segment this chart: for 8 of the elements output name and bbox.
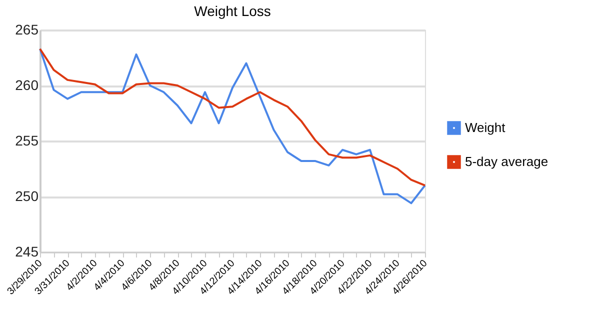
chart-title: Weight Loss	[194, 3, 271, 19]
y-tick-label: 250	[15, 188, 39, 204]
y-tick-label: 265	[15, 22, 39, 38]
y-tick-label: 245	[15, 244, 39, 260]
y-tick-label: 260	[15, 77, 39, 93]
legend-label: 5-day average	[465, 154, 548, 169]
y-tick-label: 255	[15, 132, 39, 148]
legend-label: Weight	[465, 120, 506, 135]
